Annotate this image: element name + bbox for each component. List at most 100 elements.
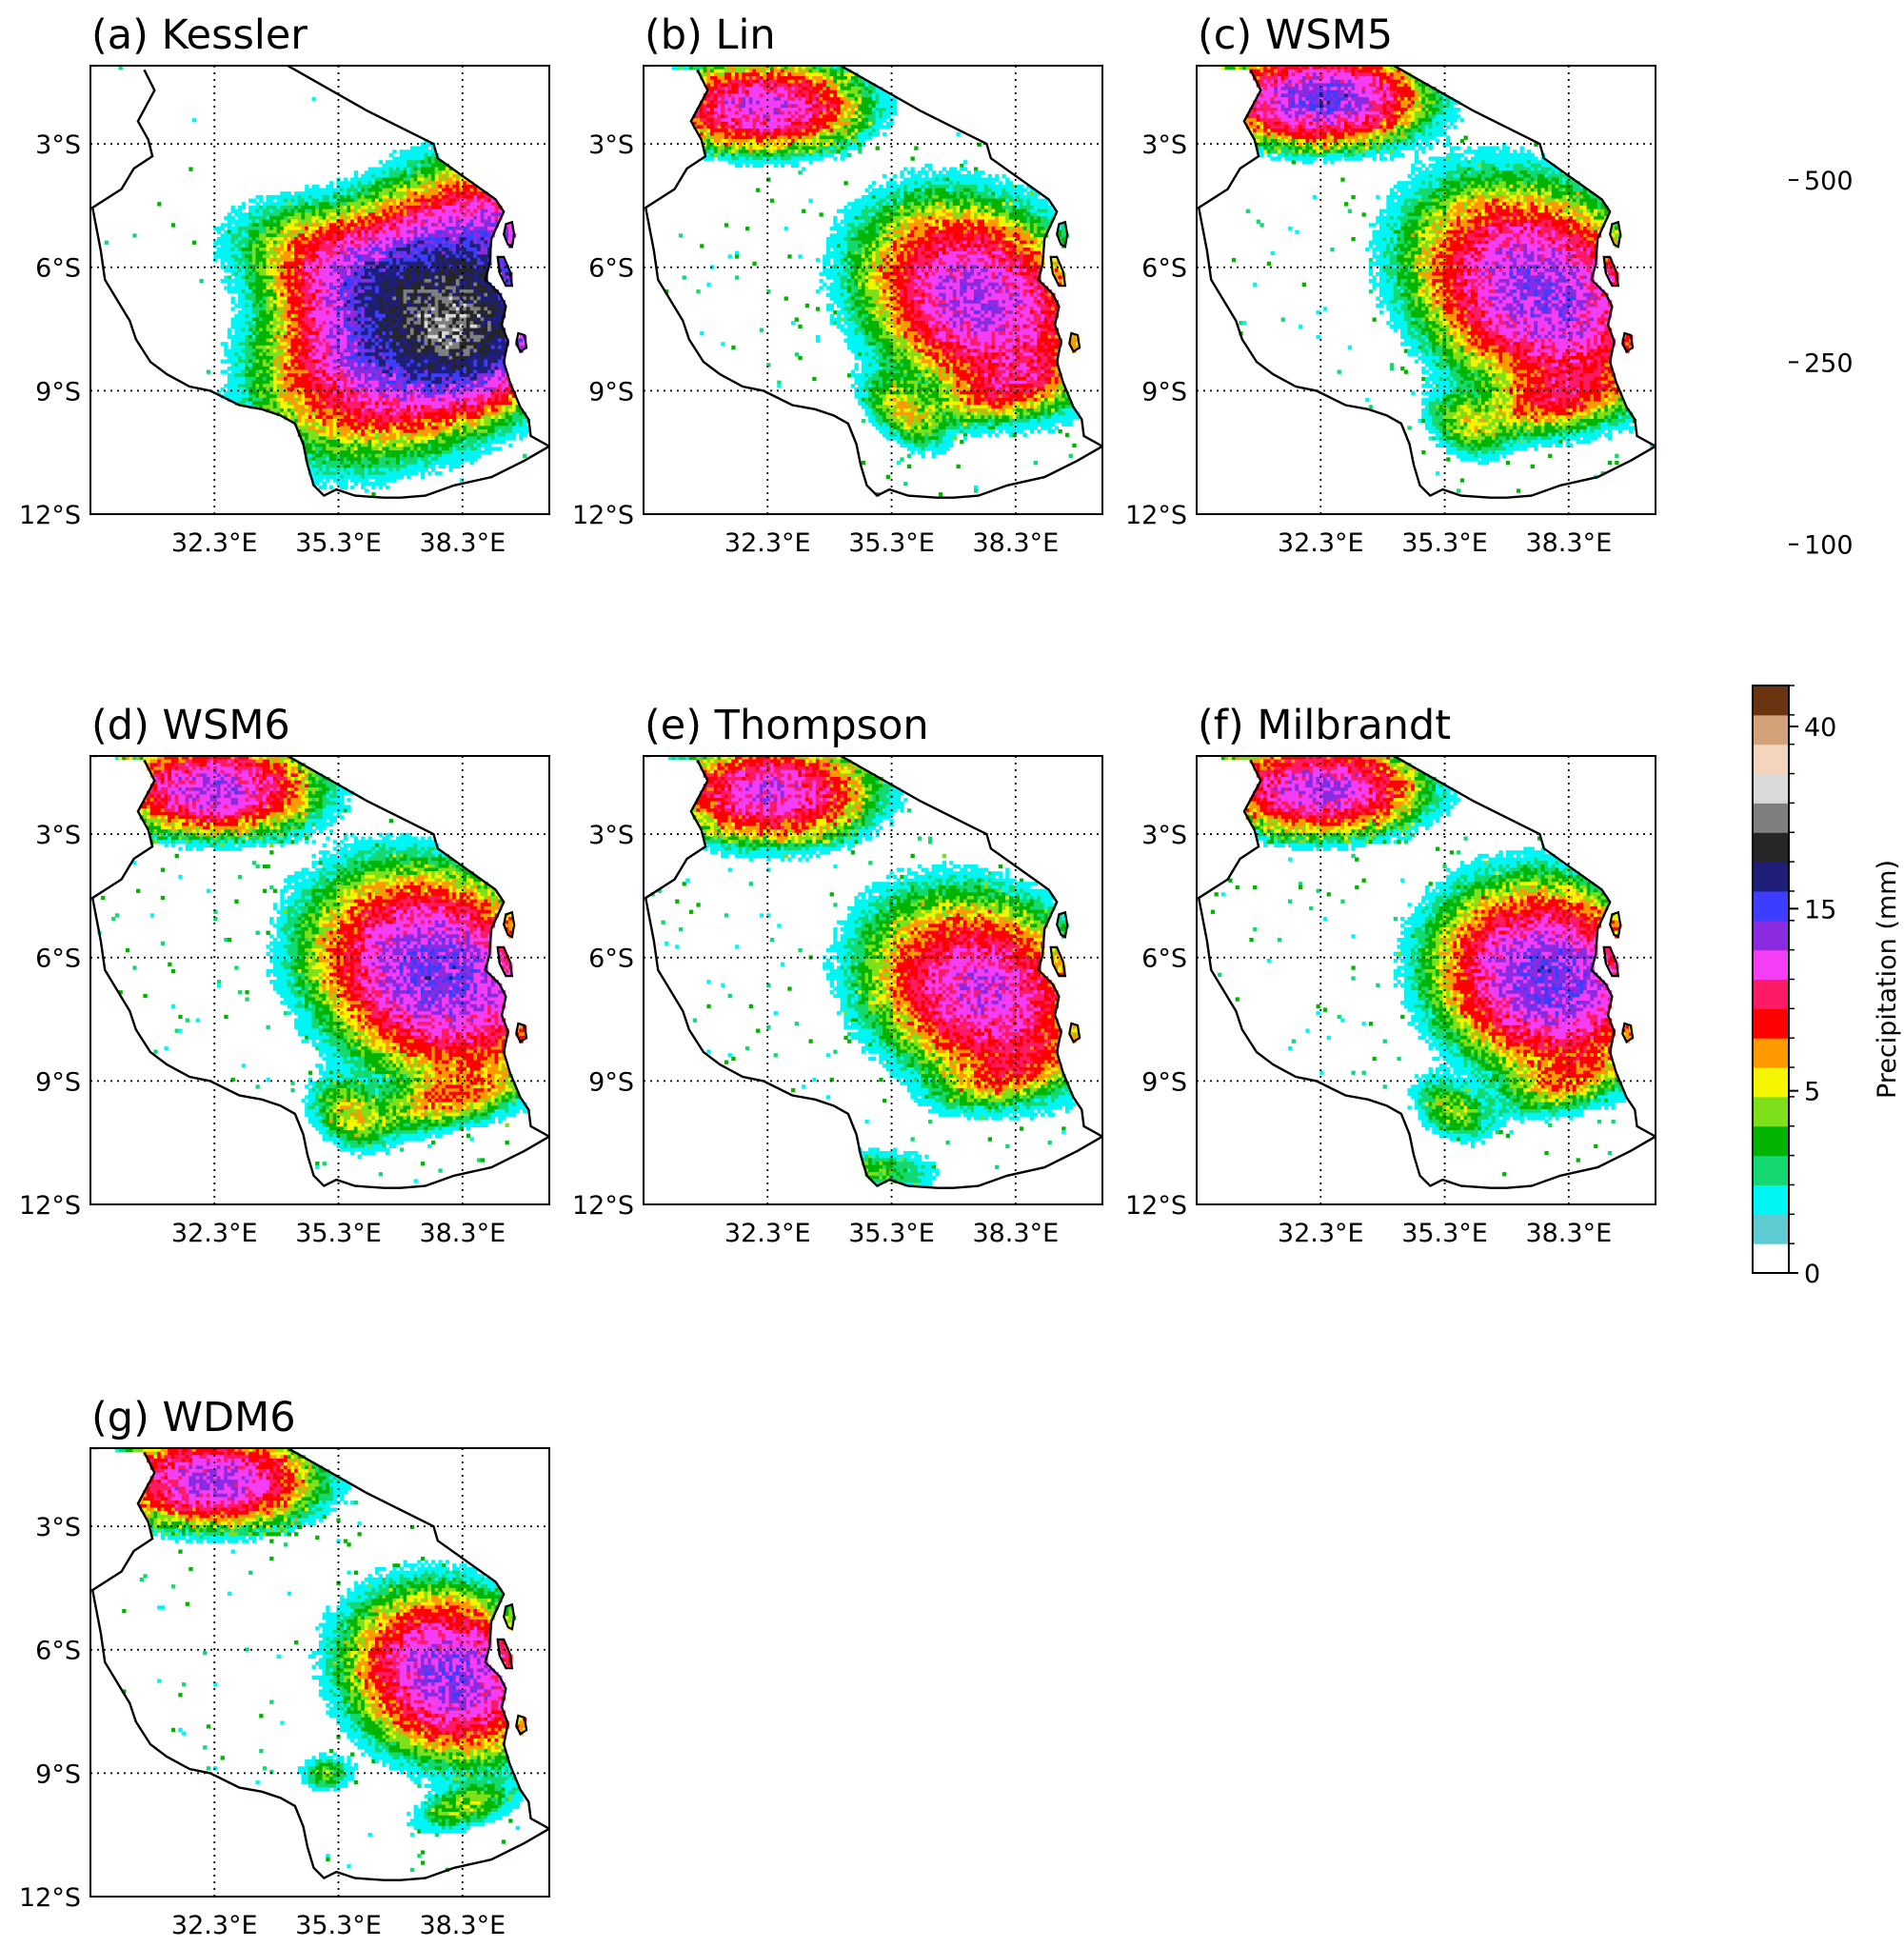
precip-cell (262, 212, 268, 217)
precip-cell (307, 229, 313, 234)
precip-cell (438, 384, 443, 388)
precip-cell (332, 405, 337, 409)
precip-cell (427, 261, 432, 266)
precip-cell (326, 369, 330, 374)
precip-cell (241, 212, 246, 217)
precip-cell (413, 279, 418, 284)
precip-cell (388, 167, 393, 171)
precip-cell (396, 405, 401, 409)
precip-cell (353, 300, 359, 305)
precip-cell (375, 474, 380, 479)
precip-cell (322, 474, 327, 479)
precip-cell (326, 447, 330, 451)
precip-cell (367, 440, 372, 445)
precip-cell (438, 261, 443, 266)
precip-cell (311, 478, 316, 483)
precip-cell (382, 321, 387, 326)
precip-cell (378, 279, 383, 284)
precip-cell (343, 461, 348, 466)
precip-cell (272, 254, 278, 259)
precip-cell (307, 338, 313, 343)
precip-cell (367, 317, 372, 322)
precip-cell (392, 227, 397, 231)
precip-cell (269, 313, 274, 319)
precip-cell (438, 223, 443, 228)
precip-cell (396, 432, 401, 437)
precip-cell (301, 380, 306, 385)
precip-cell (353, 282, 359, 287)
precip-cell (378, 447, 383, 451)
precip-cell (340, 419, 345, 424)
precip-cell (399, 432, 405, 437)
precip-cell (403, 300, 407, 305)
precip-cell (192, 240, 197, 245)
precip-cell (413, 411, 418, 416)
precip-cell (318, 411, 324, 416)
precip-cell (421, 401, 426, 406)
precip-cell (357, 387, 362, 392)
precip-cell (417, 167, 422, 171)
precip-cell (388, 152, 393, 158)
precip-cell (388, 447, 393, 451)
precip-cell (361, 331, 366, 336)
precip-cell (230, 352, 235, 357)
precip-cell (353, 405, 359, 409)
precip-cell (396, 324, 401, 329)
precip-cell (276, 215, 281, 221)
precip-cell (350, 240, 355, 245)
precip-cell (347, 279, 351, 284)
precip-cell (392, 419, 397, 424)
precip-cell (276, 369, 281, 374)
precip-cell (332, 321, 337, 326)
precip-cell (347, 307, 351, 311)
precip-cell (434, 328, 439, 332)
precip-cell (424, 170, 428, 175)
precip-cell (434, 229, 439, 234)
precip-cell (421, 328, 426, 332)
precip-cell (340, 464, 345, 468)
precip-cell (353, 181, 359, 186)
precip-cell (378, 268, 383, 273)
precip-cell (262, 355, 268, 361)
precip-cell (438, 355, 443, 361)
precip-cell (294, 363, 299, 368)
precip-cell (266, 227, 270, 231)
precip-cell (259, 348, 264, 353)
precip-cell (361, 363, 366, 368)
precip-cell (305, 342, 309, 347)
precip-cell (332, 478, 337, 483)
precip-cell (407, 429, 411, 434)
precip-cell (409, 194, 415, 200)
precip-cell (322, 233, 327, 238)
precip-cell (332, 426, 337, 430)
precip-cell (245, 268, 249, 273)
precip-cell (421, 429, 426, 434)
precip-cell (364, 254, 369, 259)
precip-cell (361, 478, 366, 483)
precip-cell (392, 282, 397, 287)
precip-cell (311, 457, 316, 462)
precip-cell (386, 478, 390, 483)
precip-cell (269, 407, 274, 413)
precip-cell (431, 457, 436, 462)
precip-cell (241, 215, 246, 221)
precip-cell (353, 313, 359, 319)
precip-cell (238, 289, 243, 294)
precip-cell (280, 289, 285, 294)
precip-cell (322, 321, 327, 326)
precip-cell (318, 324, 324, 329)
precip-cell (301, 429, 306, 434)
precip-cell (340, 366, 345, 371)
precip-cell (392, 369, 397, 374)
precip-cell (347, 453, 351, 458)
precip-cell (392, 415, 397, 420)
precip-cell (442, 184, 446, 189)
precip-cell (234, 209, 239, 213)
precip-cell (382, 202, 387, 207)
precip-cell (238, 359, 243, 364)
precip-cell (392, 160, 397, 165)
precip-cell (294, 405, 299, 409)
precip-cell (301, 227, 306, 231)
precip-cell (290, 348, 295, 353)
precip-cell (417, 261, 422, 266)
